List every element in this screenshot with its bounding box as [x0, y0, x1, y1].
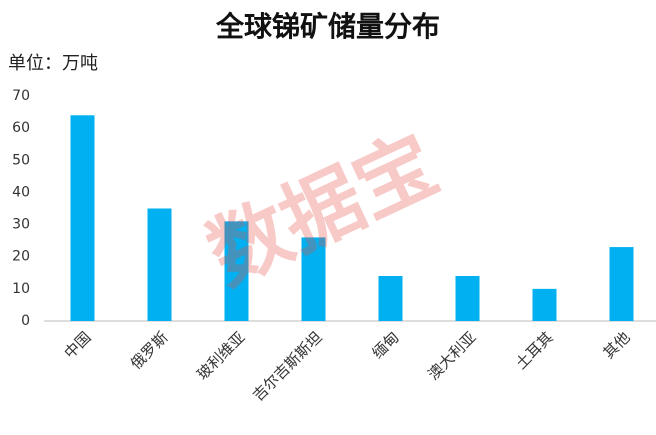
bar	[147, 208, 172, 321]
bar	[70, 115, 95, 322]
bar	[455, 276, 480, 321]
chart-title: 全球锑矿储量分布	[215, 10, 440, 43]
y-tick-label: 40	[12, 184, 30, 200]
y-tick-label: 0	[21, 313, 30, 329]
bar	[301, 237, 326, 321]
x-tick-label: 其他	[600, 328, 634, 362]
x-tick-label: 中国	[61, 328, 95, 362]
y-tick-label: 10	[12, 281, 30, 297]
x-tick-label: 缅甸	[369, 328, 403, 362]
x-tick-label: 土耳其	[512, 328, 557, 373]
y-tick-label: 20	[12, 249, 30, 265]
bar	[532, 288, 557, 321]
y-tick-label: 30	[12, 217, 30, 233]
x-tick-label: 澳大利亚	[424, 328, 479, 383]
bar	[609, 247, 634, 321]
y-tick-label: 70	[12, 88, 30, 104]
x-tick-label: 俄罗斯	[127, 328, 172, 373]
bar	[378, 276, 403, 321]
x-tick-label: 玻利维亚	[193, 328, 248, 383]
bar	[224, 221, 249, 321]
unit-label: 单位：万吨	[8, 53, 98, 74]
y-tick-label: 60	[12, 120, 30, 136]
x-tick-label: 吉尔吉斯斯坦	[249, 328, 325, 404]
y-tick-label: 50	[12, 152, 30, 168]
